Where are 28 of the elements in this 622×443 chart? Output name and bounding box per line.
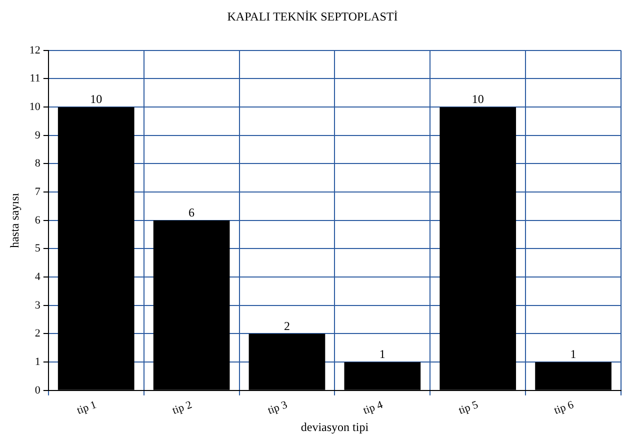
y-tick-label: 3 <box>34 299 41 312</box>
y-tick-label: 8 <box>34 158 41 170</box>
y-tick-label: 11 <box>30 72 40 85</box>
y-tick-label: 1 <box>34 356 40 368</box>
x-axis-title: deviasyon tipi <box>300 420 370 434</box>
y-tick-label: 4 <box>34 270 41 283</box>
x-tick-label: tip 3 <box>266 398 290 417</box>
x-tick-label: tip 1 <box>75 398 98 417</box>
data-label: 1 <box>379 347 386 362</box>
chart-title: KAPALI TEKNİK SEPTOPLASTİ <box>227 9 398 24</box>
y-tick-label: 12 <box>29 44 40 56</box>
y-tick-label: 6 <box>34 214 41 226</box>
y-tick-label: 7 <box>34 186 41 198</box>
data-label: 10 <box>472 92 484 106</box>
data-label: 10 <box>90 92 102 106</box>
data-label: 6 <box>188 206 195 220</box>
y-tick-label: 10 <box>29 100 41 113</box>
data-label: 2 <box>284 318 290 333</box>
x-tick-label: tip 5 <box>457 398 480 417</box>
y-tick-label: 9 <box>34 129 41 142</box>
y-axis-title: hasta sayısı <box>7 192 22 248</box>
y-tick-label: 2 <box>34 328 40 340</box>
y-tick-label: 5 <box>34 242 41 255</box>
y-tick-label: 0 <box>34 384 41 396</box>
data-label: 1 <box>570 347 576 362</box>
x-tick-label: tip 6 <box>552 398 576 417</box>
x-tick-label: tip 2 <box>170 398 194 417</box>
x-tick-label: tip 4 <box>362 398 385 417</box>
